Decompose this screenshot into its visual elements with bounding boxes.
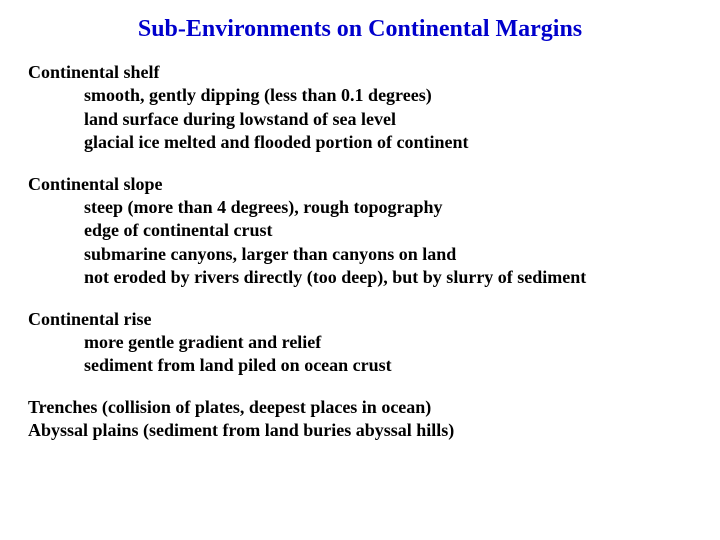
section-line: not eroded by rivers directly (too deep)…	[84, 266, 692, 289]
footer-line: Trenches (collision of plates, deepest p…	[28, 396, 692, 419]
slide-title: Sub-Environments on Continental Margins	[68, 16, 652, 43]
section-line: glacial ice melted and flooded portion o…	[84, 131, 692, 154]
section-line: smooth, gently dipping (less than 0.1 de…	[84, 84, 692, 107]
section-heading: Continental slope	[28, 173, 692, 196]
footer-container: Trenches (collision of plates, deepest p…	[28, 396, 692, 443]
section-line: submarine canyons, larger than canyons o…	[84, 243, 692, 266]
section-heading: Continental shelf	[28, 61, 692, 84]
section-heading: Continental rise	[28, 308, 692, 331]
footer-line: Abyssal plains (sediment from land burie…	[28, 419, 692, 442]
section-line: steep (more than 4 degrees), rough topog…	[84, 196, 692, 219]
section: Continental shelfsmooth, gently dipping …	[28, 61, 692, 155]
section-line: more gentle gradient and relief	[84, 331, 692, 354]
sections-container: Continental shelfsmooth, gently dipping …	[28, 61, 692, 378]
section: Continental slopesteep (more than 4 degr…	[28, 173, 692, 290]
section: Continental risemore gentle gradient and…	[28, 308, 692, 378]
section-line: land surface during lowstand of sea leve…	[84, 108, 692, 131]
section-line: sediment from land piled on ocean crust	[84, 354, 692, 377]
section-line: edge of continental crust	[84, 219, 692, 242]
